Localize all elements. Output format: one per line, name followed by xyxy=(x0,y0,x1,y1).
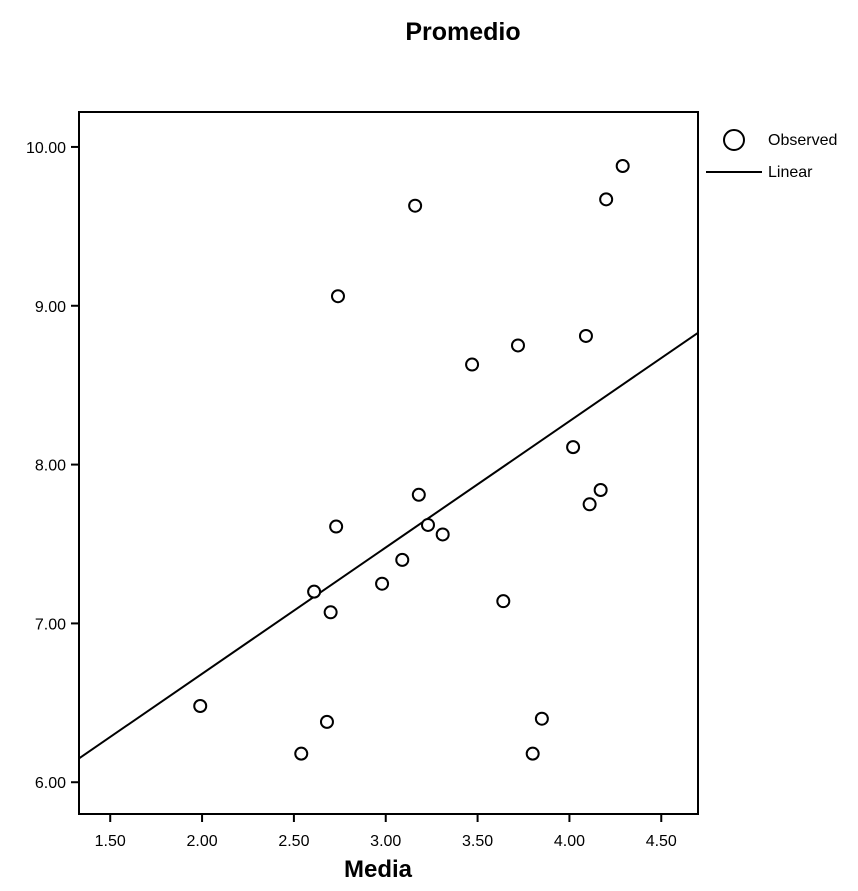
points-layer xyxy=(193,159,630,761)
observed-point xyxy=(465,357,480,372)
chart-title: Promedio xyxy=(405,18,520,46)
observed-point xyxy=(294,746,309,761)
y-axis: 6.00 7.00 8.00 9.00 10.00 xyxy=(26,140,79,792)
observed-point xyxy=(330,289,345,304)
observed-point xyxy=(566,440,581,455)
observed-point xyxy=(395,552,410,567)
observed-point xyxy=(510,338,525,353)
x-axis-label: Media xyxy=(344,856,413,883)
observed-point xyxy=(319,714,334,729)
x-tick-label: 4.00 xyxy=(554,833,585,850)
x-tick-label: 3.50 xyxy=(462,833,493,850)
y-tick-label: 9.00 xyxy=(35,299,66,316)
observed-point xyxy=(408,198,423,213)
observed-point xyxy=(496,594,511,609)
observed-point xyxy=(411,487,426,502)
observed-point xyxy=(323,605,338,620)
observed-point xyxy=(593,483,608,497)
legend-observed-label: Observed xyxy=(768,132,837,149)
observed-point xyxy=(375,576,390,591)
observed-point xyxy=(599,192,614,207)
linear-fit-line xyxy=(78,331,699,760)
observed-point xyxy=(578,328,593,343)
observed-point xyxy=(193,699,208,713)
plot-area xyxy=(78,111,699,815)
observed-point xyxy=(525,746,540,761)
observed-point xyxy=(615,159,630,173)
x-tick-label: 2.00 xyxy=(186,833,217,850)
observed-point xyxy=(420,517,435,532)
y-tick-label: 6.00 xyxy=(35,775,66,792)
legend-linear-label: Linear xyxy=(768,164,813,181)
y-tick-label: 8.00 xyxy=(35,458,66,475)
observed-point xyxy=(582,497,597,512)
x-tick-label: 2.50 xyxy=(278,833,309,850)
observed-point xyxy=(435,527,450,542)
fit-line-layer xyxy=(78,331,699,760)
observed-point xyxy=(534,711,549,726)
x-tick-label: 4.50 xyxy=(646,833,677,850)
observed-point xyxy=(329,519,344,534)
legend: Observed Linear xyxy=(706,129,837,181)
y-tick-label: 7.00 xyxy=(35,616,66,633)
legend-observed-marker xyxy=(723,129,745,151)
x-tick-label: 1.50 xyxy=(95,833,126,850)
x-axis: 1.50 2.00 2.50 3.00 3.50 4.00 4.50 xyxy=(95,814,677,850)
y-tick-label: 10.00 xyxy=(26,140,66,157)
x-tick-label: 3.00 xyxy=(370,833,401,850)
observed-point xyxy=(307,584,322,599)
